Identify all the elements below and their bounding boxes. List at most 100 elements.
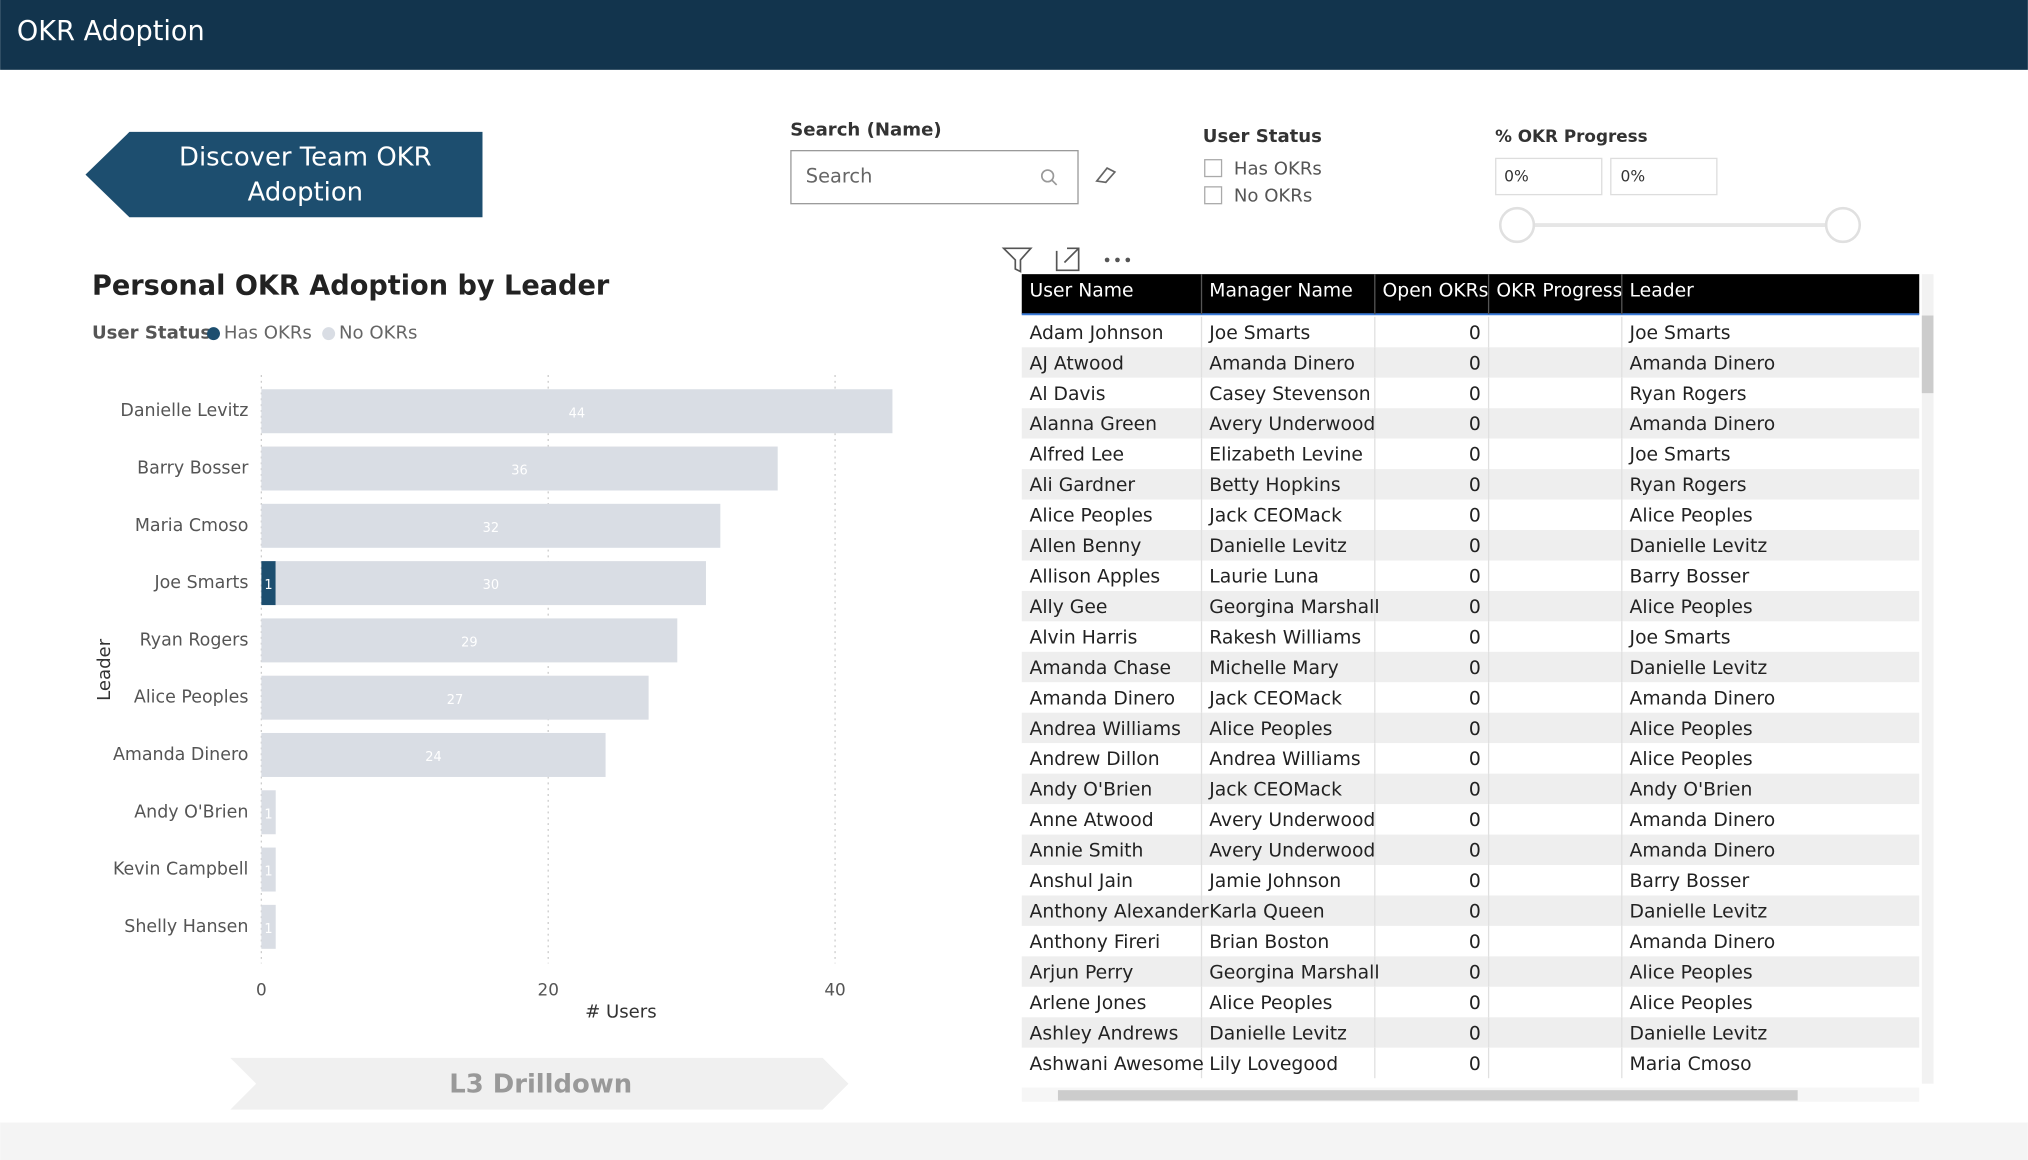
- table-row: [1021, 377, 1920, 409]
- focus-icon[interactable]: [1055, 247, 1080, 272]
- table-cell: Danielle Levitz: [1630, 901, 1768, 922]
- search-placeholder: Search: [806, 165, 873, 188]
- bar: [261, 675, 649, 720]
- table-row: [1021, 804, 1920, 835]
- slider-handle[interactable]: [1498, 206, 1536, 244]
- table-cell: 0: [1469, 627, 1481, 648]
- table-row: [1021, 1017, 1920, 1048]
- table-cell: 0: [1469, 566, 1481, 587]
- table-row: [1021, 682, 1920, 713]
- column-header: OKR Progress: [1496, 280, 1622, 301]
- x-tick-label: 0: [256, 980, 267, 1000]
- table-cell: Annie Smith: [1030, 841, 1144, 862]
- table-cell: Amanda Dinero: [1209, 353, 1355, 374]
- table-cell: Casey Stevenson: [1209, 384, 1370, 405]
- status-option: No OKRs: [1234, 186, 1312, 207]
- y-tick-label: Amanda Dinero: [113, 745, 248, 765]
- table-cell: Ally Gee: [1030, 597, 1108, 618]
- table-cell: Allison Apples: [1030, 566, 1161, 587]
- progress-min-box[interactable]: [1495, 157, 1603, 196]
- table-cell: Maria Cmoso: [1630, 1054, 1752, 1075]
- data-label: 30: [483, 578, 499, 593]
- table-cell: AJ Atwood: [1030, 353, 1124, 374]
- table-cell: Jack CEOMack: [1208, 780, 1342, 801]
- y-tick-label: Maria Cmoso: [135, 516, 249, 536]
- table-cell: Alice Peoples: [1630, 506, 1753, 527]
- table-cell: 0: [1469, 810, 1481, 831]
- table-cell: 0: [1469, 445, 1481, 466]
- v-scroll-thumb[interactable]: [1921, 315, 1934, 394]
- drilldown-button[interactable]: [230, 1057, 849, 1110]
- status-filter-label: User Status: [1203, 126, 1322, 147]
- bar: [261, 503, 721, 548]
- checkbox[interactable]: [1204, 159, 1223, 178]
- table-row: [1021, 590, 1920, 622]
- table-cell: Alice Peoples: [1630, 597, 1753, 618]
- chart-title: Personal OKR Adoption by Leader: [92, 271, 610, 302]
- table-cell: Michelle Mary: [1209, 658, 1339, 679]
- table-row: [1021, 560, 1920, 591]
- table-cell: Allen Benny: [1030, 536, 1142, 557]
- table-cell: 0: [1469, 780, 1481, 801]
- header-bar: [0, 0, 2028, 70]
- legend-label: No OKRs: [339, 323, 417, 344]
- x-tick-label: 40: [824, 980, 845, 1000]
- discover-button[interactable]: [85, 131, 483, 218]
- eraser-icon[interactable]: [1095, 167, 1117, 184]
- table-cell: 0: [1469, 597, 1481, 618]
- table-cell: Amanda Dinero: [1630, 932, 1776, 953]
- table-row: [1021, 895, 1920, 926]
- y-tick-label: Kevin Campbell: [113, 860, 248, 880]
- table-row: [1021, 408, 1920, 439]
- table-cell: Elizabeth Levine: [1209, 445, 1363, 466]
- x-axis-label: # Users: [585, 1002, 657, 1023]
- search-icon-handle: [1050, 179, 1058, 186]
- table-row: [1021, 925, 1920, 957]
- table-cell: 0: [1469, 414, 1481, 435]
- legend-title: User Status: [92, 323, 211, 344]
- table-row: [1021, 438, 1920, 470]
- table-cell: Anthony Alexander: [1030, 901, 1210, 922]
- data-label: 1: [264, 922, 272, 937]
- table-cell: 0: [1469, 901, 1481, 922]
- table-cell: Andrea Williams: [1209, 749, 1360, 770]
- data-label: 44: [569, 406, 585, 421]
- table-cell: Andy O'Brien: [1630, 780, 1753, 801]
- legend-label: Has OKRs: [224, 323, 312, 344]
- table-cell: Amanda Chase: [1030, 658, 1172, 679]
- table-cell: Brian Boston: [1209, 932, 1329, 953]
- data-label: 32: [483, 521, 499, 536]
- table-cell: Arjun Perry: [1030, 962, 1134, 983]
- table-cell: 0: [1469, 353, 1481, 374]
- table-row: [1021, 743, 1920, 774]
- search-box[interactable]: [790, 150, 1079, 205]
- table-row: [1021, 530, 1920, 561]
- table-cell: Al Davis: [1030, 384, 1106, 405]
- table-cell: Alfred Lee: [1030, 445, 1125, 466]
- table-cell: Danielle Levitz: [1630, 1023, 1768, 1044]
- filter-icon[interactable]: [1001, 247, 1033, 273]
- data-label: 29: [461, 635, 477, 650]
- table-cell: Anthony Fireri: [1030, 932, 1161, 953]
- table-cell: Laurie Luna: [1209, 566, 1319, 587]
- checkbox[interactable]: [1204, 186, 1223, 205]
- slider-handle[interactable]: [1824, 206, 1862, 244]
- table-cell: Amanda Dinero: [1630, 810, 1776, 831]
- y-tick-label: Danielle Levitz: [120, 401, 248, 421]
- data-label: 36: [511, 464, 527, 479]
- table-cell: 0: [1469, 475, 1481, 496]
- more-icon[interactable]: [1104, 257, 1131, 263]
- y-tick-label: Barry Bosser: [137, 459, 249, 479]
- h-scroll-thumb[interactable]: [1057, 1090, 1798, 1101]
- column-header: Open OKRs: [1383, 280, 1489, 301]
- table-cell: Joe Smarts: [1629, 445, 1731, 466]
- table-cell: Alice Peoples: [1209, 993, 1332, 1014]
- table-row: [1021, 651, 1920, 683]
- progress-min: 0%: [1504, 168, 1529, 186]
- table-cell: Betty Hopkins: [1209, 475, 1340, 496]
- table-cell: Georgina Marshall: [1209, 597, 1379, 618]
- table-cell: Barry Bosser: [1630, 871, 1750, 892]
- table-cell: Andrew Dillon: [1030, 749, 1160, 770]
- progress-max-box[interactable]: [1610, 157, 1718, 196]
